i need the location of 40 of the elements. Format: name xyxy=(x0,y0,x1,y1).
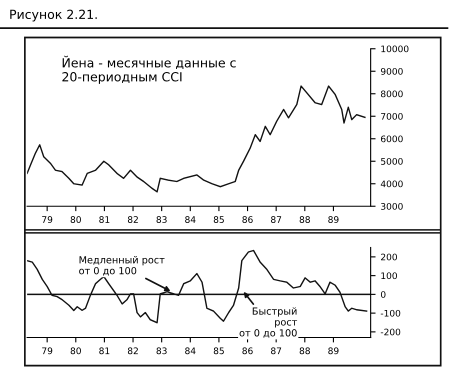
y-tick-label: 8000 xyxy=(380,90,403,98)
x-tick-label: 84 xyxy=(185,216,196,223)
line-series xyxy=(27,85,366,193)
y-tick-label: -100 xyxy=(380,310,400,317)
y-tick-label: 4000 xyxy=(380,180,403,188)
x-tick-label: 82 xyxy=(128,216,138,223)
x-tick-label: 84 xyxy=(185,347,196,354)
y-tick-label: 5000 xyxy=(381,158,403,165)
x-tick-label: 79 xyxy=(42,216,52,223)
x-tick-label: 87 xyxy=(271,216,282,223)
x-tick-label: 86 xyxy=(242,347,253,354)
x-tick-label: 88 xyxy=(300,216,310,223)
y-tick-label: 0 xyxy=(380,291,386,298)
y-tick-label: 10000 xyxy=(381,45,408,52)
x-tick-label: 82 xyxy=(128,347,138,354)
y-tick-label: 3000 xyxy=(381,202,403,210)
y-tick-label: 9000 xyxy=(380,68,403,75)
x-tick-label: 79 xyxy=(42,347,52,354)
annotation: Быстрый рост от 0 до 100 xyxy=(240,307,298,338)
x-tick-label: 89 xyxy=(328,347,339,354)
x-tick-label: 80 xyxy=(70,347,81,354)
x-tick-label: 86 xyxy=(242,216,253,223)
x-tick-label: 85 xyxy=(214,216,224,223)
y-tick-label: 200 xyxy=(381,254,397,260)
y-tick-label: -200 xyxy=(380,328,400,336)
x-tick-label: 81 xyxy=(99,347,110,354)
annotation: Медленный рост от 0 до 100 xyxy=(79,256,165,276)
text: Йена - месячные данные с 20-периодным CCI xyxy=(62,56,236,84)
y-tick-label: 6000 xyxy=(380,135,403,142)
x-tick-label: 80 xyxy=(70,216,81,223)
x-tick-label: 83 xyxy=(156,347,167,354)
y-tick-label: 100 xyxy=(381,272,397,280)
x-tick-label: 88 xyxy=(300,347,310,354)
text: Рисунок 2.21. xyxy=(10,10,97,22)
x-tick-label: 89 xyxy=(328,216,339,223)
x-tick-label: 87 xyxy=(271,347,282,354)
x-tick-label: 83 xyxy=(156,216,167,223)
x-tick-label: 81 xyxy=(99,216,110,223)
x-tick-label: 85 xyxy=(214,347,224,354)
y-tick-label: 7000 xyxy=(381,112,403,120)
